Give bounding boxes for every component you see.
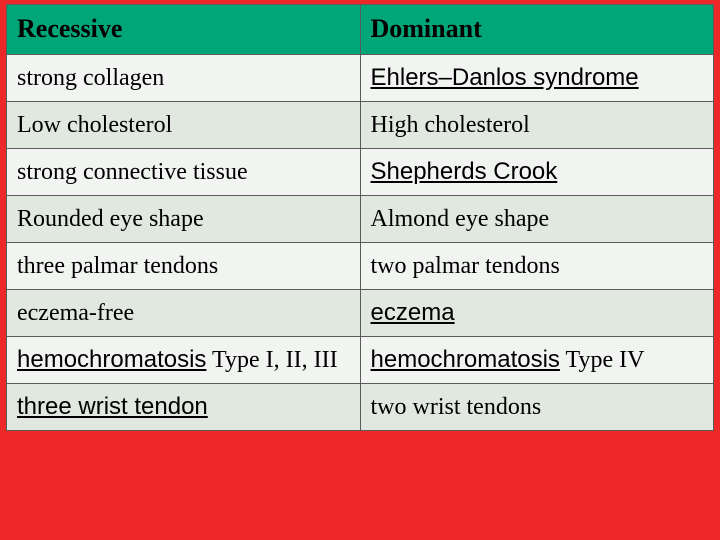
- table-row: strong collagen Ehlers–Danlos syndrome: [7, 54, 714, 101]
- link-eczema[interactable]: eczema: [371, 299, 455, 326]
- cell-dominant: High cholesterol: [360, 101, 714, 148]
- cell-recessive: Rounded eye shape: [7, 195, 361, 242]
- cell-recessive: hemochromatosis Type I, II, III: [7, 336, 361, 383]
- cell-recessive: Low cholesterol: [7, 101, 361, 148]
- link-three-wrist-tendon[interactable]: three wrist tendon: [17, 393, 208, 420]
- header-recessive: Recessive: [7, 5, 361, 55]
- cell-recessive: three wrist tendon: [7, 383, 361, 430]
- table-container: Recessive Dominant strong collagen Ehler…: [0, 0, 720, 435]
- link-hemochromatosis[interactable]: hemochromatosis: [371, 346, 560, 373]
- table-row: three wrist tendon two wrist tendons: [7, 383, 714, 430]
- table-header-row: Recessive Dominant: [7, 5, 714, 55]
- cell-dominant: Almond eye shape: [360, 195, 714, 242]
- cell-dominant: two palmar tendons: [360, 242, 714, 289]
- cell-dominant: two wrist tendons: [360, 383, 714, 430]
- cell-recessive: three palmar tendons: [7, 242, 361, 289]
- cell-recessive: eczema-free: [7, 289, 361, 336]
- cell-dominant: hemochromatosis Type IV: [360, 336, 714, 383]
- table-row: hemochromatosis Type I, II, III hemochro…: [7, 336, 714, 383]
- cell-tail: Type IV: [560, 347, 645, 373]
- table-row: strong connective tissue Shepherds Crook: [7, 148, 714, 195]
- table-row: three palmar tendons two palmar tendons: [7, 242, 714, 289]
- table-row: eczema-free eczema: [7, 289, 714, 336]
- cell-dominant: eczema: [360, 289, 714, 336]
- cell-tail: Type I, II, III: [206, 347, 337, 373]
- cell-recessive: strong collagen: [7, 54, 361, 101]
- link-ehlers-danlos[interactable]: Ehlers–Danlos syndrome: [371, 64, 639, 91]
- cell-dominant: Ehlers–Danlos syndrome: [360, 54, 714, 101]
- cell-recessive: strong connective tissue: [7, 148, 361, 195]
- link-shepherds-crook[interactable]: Shepherds Crook: [371, 158, 558, 185]
- traits-table: Recessive Dominant strong collagen Ehler…: [6, 4, 714, 431]
- table-row: Rounded eye shape Almond eye shape: [7, 195, 714, 242]
- table-row: Low cholesterol High cholesterol: [7, 101, 714, 148]
- header-dominant: Dominant: [360, 5, 714, 55]
- cell-dominant: Shepherds Crook: [360, 148, 714, 195]
- link-hemochromatosis[interactable]: hemochromatosis: [17, 346, 206, 373]
